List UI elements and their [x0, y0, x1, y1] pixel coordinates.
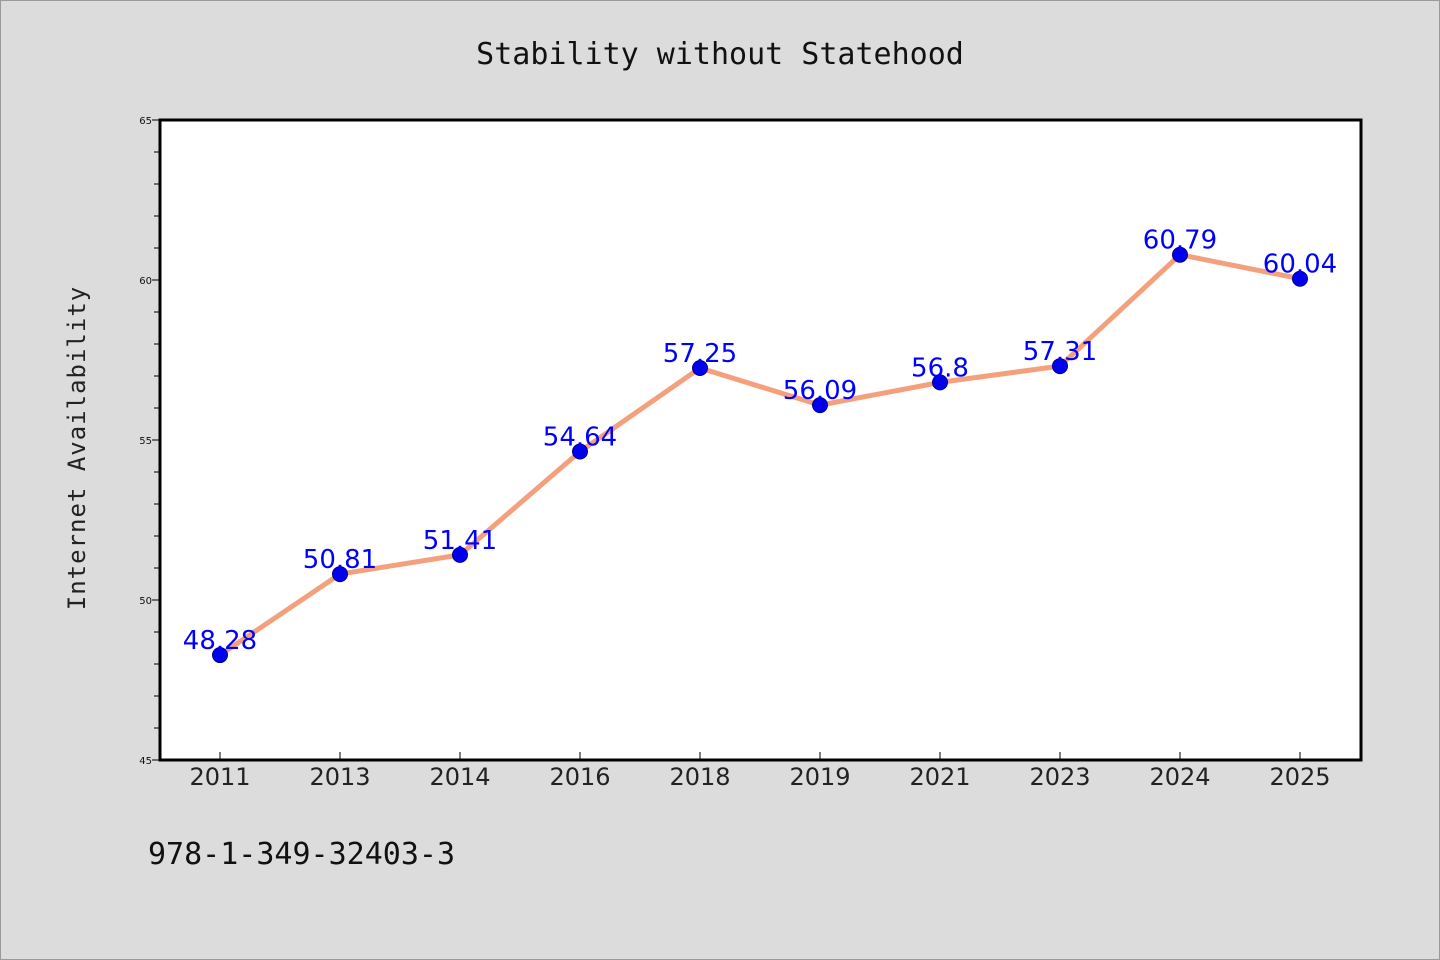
data-point	[212, 647, 228, 664]
isbn-text: 978-1-349-32403-3	[148, 837, 455, 872]
x-tick-label: 2016	[549, 763, 610, 791]
y-tick-label: 50	[139, 596, 152, 607]
data-label: 54.64	[543, 423, 617, 453]
data-label: 57.31	[1023, 337, 1097, 367]
data-point	[932, 374, 948, 391]
x-tick-label: 2019	[789, 763, 850, 791]
y-tick-label: 45	[139, 756, 152, 767]
data-label: 50.81	[303, 545, 377, 575]
x-tick-label: 2011	[189, 763, 250, 791]
x-tick-label: 2021	[909, 763, 970, 791]
data-label: 48.28	[183, 626, 257, 656]
chart-title: Stability without Statehood	[476, 37, 964, 72]
data-label: 60.04	[1263, 250, 1337, 280]
data-point	[1172, 246, 1188, 263]
plot-area	[158, 118, 1363, 762]
data-label: 56.8	[911, 353, 969, 383]
data-point	[1052, 358, 1068, 375]
data-point	[692, 360, 708, 376]
data-point	[812, 397, 828, 414]
data-labels-group: 48.28 50.81 51.41 54.64 57.25 56.09 56.8 57.31 6…	[183, 226, 1337, 656]
data-point	[1292, 270, 1308, 287]
data-label: 57.25	[663, 339, 737, 369]
data-point	[452, 546, 468, 563]
data-label: 60.79	[1143, 226, 1217, 256]
y-axis-ticks: 45 50 55 60 65	[139, 116, 160, 767]
x-axis-ticks: 2011 2013 2014 2016 2018 2019 2021 2023 2024 2025	[189, 752, 1331, 791]
data-label: 56.09	[783, 376, 857, 406]
y-tick-label: 55	[139, 436, 152, 447]
data-label: 51.41	[423, 526, 497, 556]
x-tick-label: 2023	[1029, 763, 1090, 791]
data-point	[332, 566, 348, 583]
x-tick-label: 2025	[1269, 763, 1330, 791]
series-group	[212, 246, 1308, 664]
x-tick-label: 2024	[1149, 763, 1210, 791]
data-point	[572, 443, 588, 460]
y-tick-label: 60	[139, 276, 152, 287]
x-tick-label: 2014	[429, 763, 490, 791]
x-tick-label: 2013	[309, 763, 370, 791]
y-axis-label: Internet Availability	[63, 286, 91, 610]
series-line	[217, 252, 1303, 658]
y-tick-label: 65	[139, 116, 152, 127]
x-tick-label: 2018	[669, 763, 730, 791]
